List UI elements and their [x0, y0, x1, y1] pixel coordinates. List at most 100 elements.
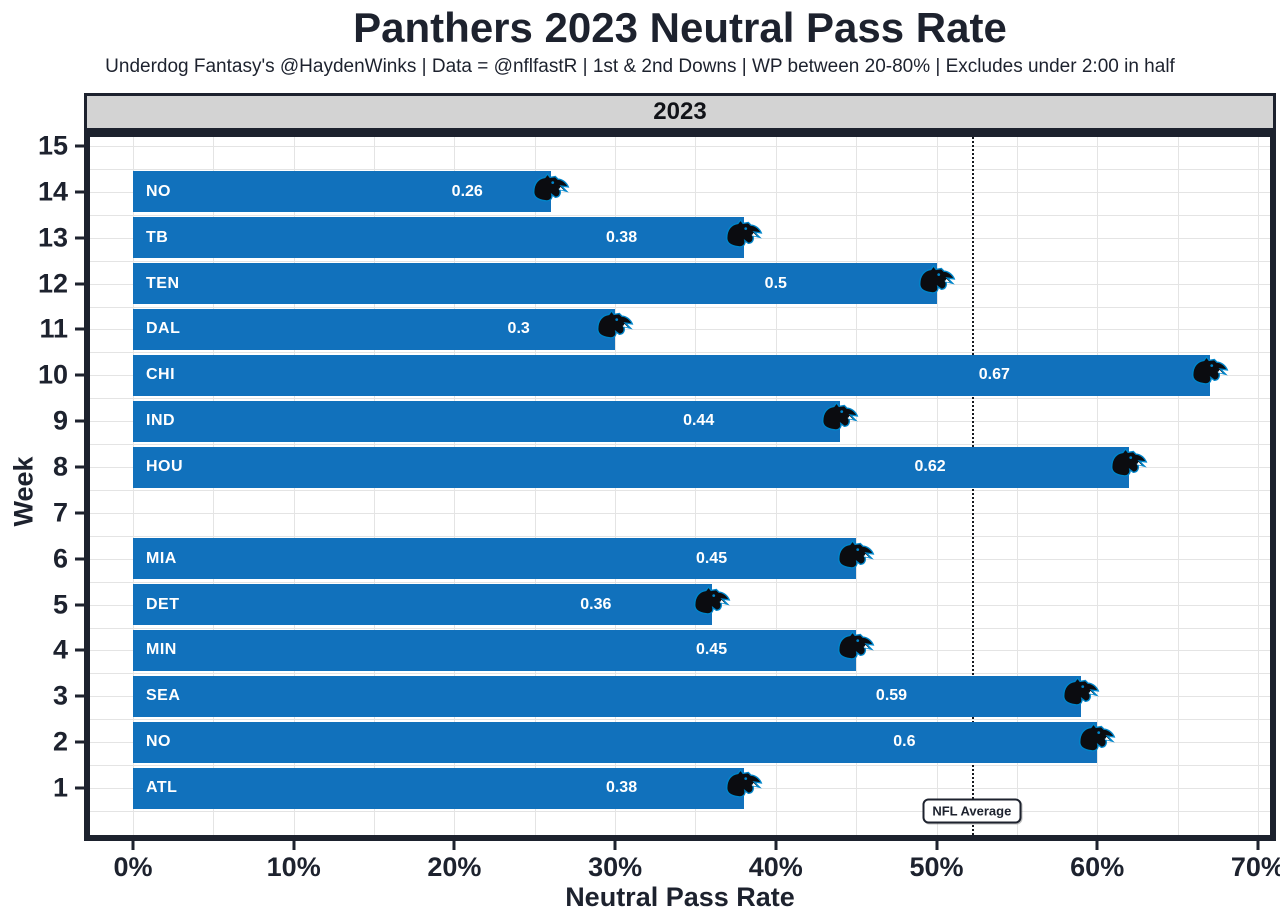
vertical-gridline	[1257, 137, 1259, 835]
bar-opponent-label: ATL	[146, 779, 178, 797]
x-tick-label: 70%	[1230, 852, 1280, 882]
horizontal-gridline	[90, 260, 1270, 262]
horizontal-gridline	[90, 719, 1270, 721]
y-tick-label: 1	[52, 772, 68, 803]
horizontal-gridline	[90, 191, 1270, 193]
bar-opponent-label: DAL	[146, 320, 181, 338]
panthers-logo-icon	[918, 264, 956, 303]
bar-week-3: SEA 0.59	[133, 675, 1082, 717]
bar-value-label: 0.3	[507, 320, 530, 338]
horizontal-gridline	[90, 535, 1270, 537]
panthers-logo-icon	[837, 539, 875, 578]
x-tick-mark	[774, 841, 778, 850]
facet-strip-2023: 2023	[84, 93, 1276, 131]
bar-week-12: TEN 0.5	[133, 263, 937, 305]
bar-opponent-label: MIA	[146, 549, 177, 567]
bar-value-label: 0.62	[914, 458, 946, 476]
bar-value-label: 0.36	[580, 595, 612, 613]
bar-value-label: 0.45	[695, 641, 728, 659]
y-tick-mark	[75, 465, 84, 469]
x-tick-label: 30%	[588, 852, 643, 882]
panthers-logo-icon	[837, 631, 875, 670]
horizontal-gridline	[90, 673, 1270, 675]
horizontal-gridline	[90, 444, 1270, 446]
bar-value-label: 0.6	[893, 733, 916, 751]
bar-opponent-label: DET	[146, 595, 180, 613]
y-tick-mark	[75, 190, 84, 194]
horizontal-gridline	[90, 214, 1270, 216]
y-tick-mark	[75, 373, 84, 377]
horizontal-gridline	[90, 146, 1270, 147]
bar-value-label: 0.59	[875, 687, 908, 705]
bar-opponent-label: NO	[146, 182, 171, 200]
horizontal-gridline	[90, 581, 1270, 583]
bar-opponent-label: CHI	[146, 366, 176, 384]
y-tick-label: 6	[52, 543, 68, 574]
x-tick-label: 10%	[266, 852, 321, 882]
bar-week-9: IND 0.44	[133, 400, 841, 442]
bar-opponent-label: IND	[146, 412, 176, 430]
bar-value-label: 0.38	[605, 779, 638, 797]
x-tick-mark	[613, 841, 617, 850]
plot-panel: NO 0.26 TB 0.38 TEN 0.5 DAL 0.3 CHI 0.67 IND 0.44 HO…	[84, 131, 1276, 841]
panthers-logo-icon	[725, 768, 763, 808]
y-tick-mark	[75, 144, 84, 148]
y-tick-mark	[75, 648, 84, 652]
y-tick-mark	[75, 694, 84, 698]
y-tick-mark	[75, 740, 84, 744]
horizontal-gridline	[90, 329, 1270, 331]
y-tick-mark	[75, 786, 84, 790]
bar-value-label: 0.5	[764, 274, 787, 292]
bar-value-label: 0.44	[683, 412, 715, 430]
y-tick-label: 13	[37, 222, 68, 253]
x-tick-mark	[292, 841, 296, 850]
y-tick-mark	[75, 236, 84, 240]
bar-week-1: ATL 0.38	[133, 767, 744, 809]
bar-week-10: CHI 0.67	[133, 354, 1210, 396]
y-tick-label: 2	[52, 726, 68, 757]
y-tick-label: 4	[52, 634, 68, 665]
y-tick-label: 8	[52, 451, 68, 482]
x-tick-mark	[131, 841, 135, 850]
panthers-logo-icon	[725, 218, 763, 257]
panthers-logo-icon	[693, 585, 731, 624]
horizontal-gridline	[90, 810, 1270, 812]
panthers-logo-icon	[1078, 722, 1116, 762]
y-tick-mark	[75, 282, 84, 286]
horizontal-gridline	[90, 352, 1270, 354]
vertical-gridline	[1177, 137, 1179, 835]
bar-week-8: HOU 0.62	[133, 446, 1130, 488]
panthers-logo-icon	[1110, 447, 1148, 487]
bar-value-label: 0.26	[451, 182, 483, 200]
horizontal-gridline	[90, 627, 1270, 629]
chart-subtitle: Underdog Fantasy's @HaydenWinks | Data =…	[105, 56, 1175, 77]
x-axis-title: Neutral Pass Rate	[565, 882, 795, 912]
bar-opponent-label: SEA	[146, 687, 181, 705]
x-tick-label: 40%	[748, 852, 803, 882]
y-tick-label: 12	[37, 268, 68, 299]
x-tick-label: 60%	[1070, 852, 1125, 882]
y-tick-mark	[75, 327, 84, 331]
y-tick-mark	[75, 603, 84, 607]
x-tick-mark	[452, 841, 456, 850]
x-tick-label: 20%	[427, 852, 482, 882]
bar-week-13: TB 0.38	[133, 217, 744, 259]
x-tick-mark	[1095, 841, 1099, 850]
y-tick-label: 5	[52, 589, 68, 620]
y-tick-label: 11	[39, 313, 68, 344]
x-tick-label: 0%	[113, 852, 153, 882]
bar-week-5: DET 0.36	[133, 584, 712, 626]
horizontal-gridline	[90, 512, 1270, 514]
bar-value-label: 0.45	[695, 549, 728, 567]
panthers-logo-icon	[596, 310, 634, 349]
y-tick-mark	[75, 419, 84, 423]
panthers-logo-icon	[821, 401, 859, 441]
bar-value-label: 0.38	[605, 228, 638, 246]
bar-opponent-label: NO	[146, 733, 171, 751]
bar-opponent-label: MIN	[146, 641, 177, 659]
bar-week-14: NO 0.26	[133, 171, 551, 213]
x-tick-mark	[935, 841, 938, 850]
horizontal-gridline	[90, 398, 1270, 400]
panthers-logo-icon	[532, 172, 570, 211]
